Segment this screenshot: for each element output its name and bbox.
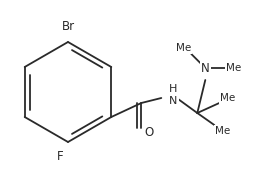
Text: Me: Me: [226, 63, 241, 73]
Text: F: F: [57, 149, 63, 162]
Text: Me: Me: [176, 43, 191, 53]
Text: Me: Me: [215, 126, 230, 136]
Text: N: N: [201, 61, 210, 74]
Text: Br: Br: [61, 20, 75, 33]
Text: H
N: H N: [169, 84, 178, 106]
Text: O: O: [145, 125, 154, 139]
Text: Me: Me: [220, 93, 235, 103]
